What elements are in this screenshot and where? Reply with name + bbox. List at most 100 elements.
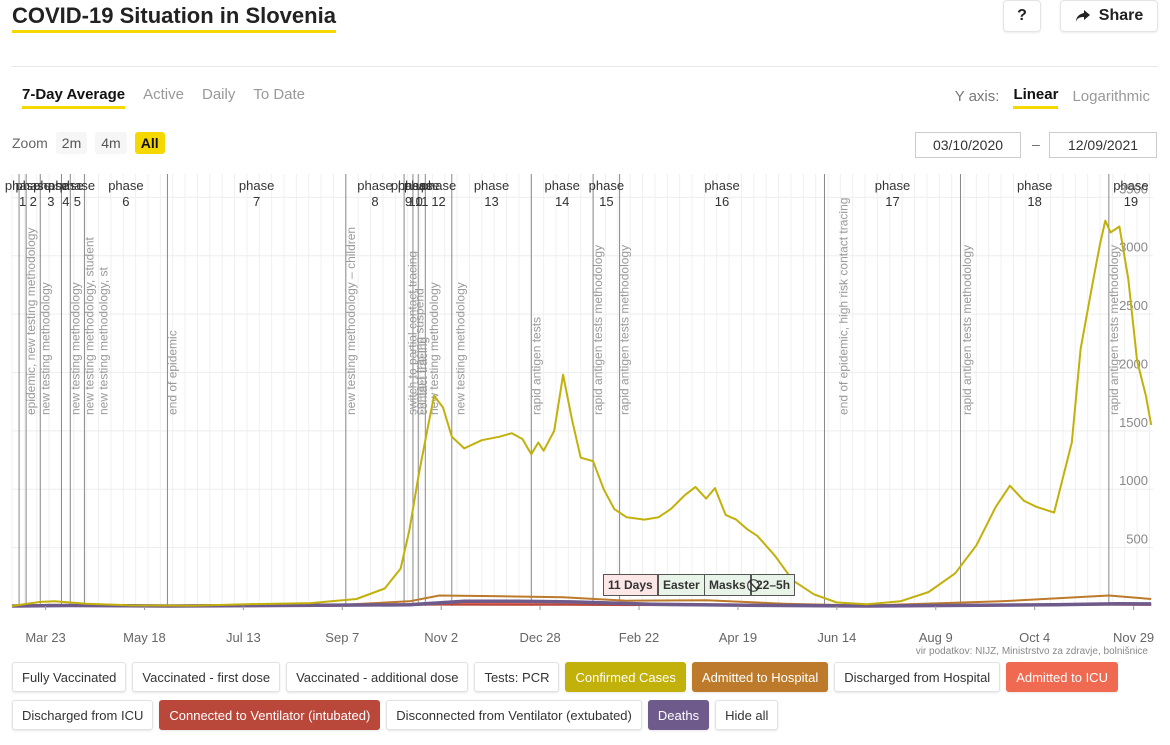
page-title: COVID-19 Situation in Slovenia [12, 2, 336, 33]
legend-vaccinated-first-dose[interactable]: Vaccinated - first dose [132, 662, 281, 692]
annotation-masks[interactable]: Masks [704, 574, 751, 596]
event-label: new testing methodology [68, 282, 82, 415]
event-label: end of epidemic [165, 330, 179, 415]
phase-number-label: 12 [431, 194, 445, 209]
tab-daily[interactable]: Daily [201, 86, 236, 103]
series-legend: Fully Vaccinated Vaccinated - first dose… [12, 662, 1162, 730]
legend-disconnected-from-ventilator[interactable]: Disconnected from Ventilator (extubated) [386, 700, 642, 730]
x-tick-label: Oct 4 [1019, 630, 1050, 645]
legend-vaccinated-additional-dose[interactable]: Vaccinated - additional dose [286, 662, 469, 692]
legend-deaths[interactable]: Deaths [647, 700, 710, 730]
x-tick-label: Apr 19 [719, 630, 757, 645]
date-to-input[interactable]: 12/09/2021 [1049, 132, 1157, 158]
annotation-curfew[interactable]: ⃠22–5h [751, 574, 796, 596]
phase-word-label: phase [357, 178, 392, 193]
phase-number-label: 17 [885, 194, 899, 209]
y-axis-linear[interactable]: Linear [1013, 84, 1059, 109]
y-tick-label: 2000 [1119, 356, 1148, 371]
phase-word-label: phase [239, 178, 274, 193]
zoom-2m-button[interactable]: 2m [55, 132, 88, 154]
phase-number-label: 11 [415, 194, 429, 209]
tab-7-day-average[interactable]: 7-Day Average [22, 84, 126, 109]
legend-admitted-to-hospital[interactable]: Admitted to Hospital [691, 662, 829, 692]
y-axis-scale-selector: Y axis: Linear Logarithmic [955, 84, 1150, 109]
phase-number-label: 2 [30, 194, 37, 209]
help-button[interactable]: ? [1003, 0, 1041, 32]
phase-word-label: phase [398, 178, 433, 193]
legend-fully-vaccinated[interactable]: Fully Vaccinated [12, 662, 127, 692]
series-line [11, 219, 1153, 607]
zoom-4m-button[interactable]: 4m [95, 132, 127, 154]
x-tick-label: Nov 2 [424, 630, 458, 645]
event-label: switch to partial contact tracing [406, 251, 420, 415]
covid-chart: 500 1000 1500 2000 2500 3000 3500 epidemic, new… [5, 174, 1154, 645]
legend-discharged-from-hospital[interactable]: Discharged from Hospital [834, 662, 1001, 692]
x-tick-label: May 18 [123, 630, 166, 645]
phase-word-label: phase [704, 178, 739, 193]
zoom-all-button[interactable]: All [134, 132, 165, 154]
phase-number-label: 14 [555, 194, 569, 209]
event-label: new testing methodology, st [97, 266, 111, 415]
phase-number-label: 4 [62, 194, 69, 209]
share-label: Share [1098, 7, 1144, 24]
event-label: new testing methodology [427, 282, 441, 415]
date-from-input[interactable]: 03/10/2020 [915, 132, 1021, 158]
share-icon [1075, 10, 1090, 22]
phase-number-label: 18 [1027, 194, 1041, 209]
annotation-easter[interactable]: Easter [658, 574, 705, 596]
view-tabs: 7-Day Average Active Daily To Date [22, 84, 305, 109]
event-label: rapid antigen tests methodology [960, 245, 974, 415]
y-tick-label: 1000 [1119, 473, 1148, 488]
phase-number-label: 13 [484, 194, 498, 209]
legend-hide-all[interactable]: Hide all [715, 700, 779, 730]
phase-word-label: phase [1017, 178, 1052, 193]
event-label: epidemic, new testing methodology [24, 228, 38, 415]
phase-number-label: 9 [405, 194, 412, 209]
y-tick-label: 1500 [1119, 415, 1148, 430]
phase-word-label: phase [391, 178, 426, 193]
phase-number-label: 8 [371, 194, 378, 209]
legend-confirmed-cases[interactable]: Confirmed Cases [565, 662, 686, 692]
tab-to-date[interactable]: To Date [253, 86, 306, 103]
phase-word-label: phase [421, 178, 456, 193]
phase-number-label: 6 [122, 194, 129, 209]
y-tick-label: 3500 [1119, 181, 1148, 196]
phase-word-label: phase [48, 178, 83, 193]
y-axis-logarithmic[interactable]: Logarithmic [1072, 87, 1150, 105]
phase-number-label: 5 [74, 194, 81, 209]
legend-admitted-to-icu[interactable]: Admitted to ICU [1006, 662, 1118, 692]
phase-word-label: phase [589, 178, 624, 193]
phase-word-label: phase [15, 178, 50, 193]
data-source-credit: vir podatkov: NIJZ, Ministrstvo za zdrav… [915, 646, 1148, 657]
event-label: contact tracing suspend [413, 288, 427, 415]
tab-active[interactable]: Active [143, 86, 184, 103]
event-label: new testing methodology – children [344, 227, 358, 415]
legend-tests-pcr[interactable]: Tests: PCR [474, 662, 560, 692]
x-tick-label: Aug 9 [919, 630, 953, 645]
event-label: rapid antigen tests methodology [618, 245, 632, 415]
legend-discharged-from-icu[interactable]: Discharged from ICU [12, 700, 154, 730]
phase-number-label: 19 [1124, 194, 1138, 209]
event-label: new testing methodology [453, 282, 467, 415]
x-tick-label: Jun 14 [817, 630, 856, 645]
phase-word-label: phase [1113, 178, 1148, 193]
event-label: rapid antigen tests [529, 317, 543, 415]
legend-connected-to-ventilator[interactable]: Connected to Ventilator (intubated) [159, 700, 381, 730]
phase-word-label: phase [60, 178, 95, 193]
y-tick-label: 500 [1126, 532, 1148, 547]
phase-word-label: phase [33, 178, 68, 193]
annotation-11-days[interactable]: 11 Days [603, 574, 658, 596]
event-label: new testing methodology, student [82, 236, 96, 415]
annotation-easter-label: Easter [663, 578, 700, 592]
zoom-label: Zoom [12, 135, 48, 151]
phase-word-label: phase [544, 178, 579, 193]
phase-word-label: phase [5, 178, 40, 193]
annotation-11-days-label: 11 Days [608, 578, 653, 592]
y-axis-label: Y axis: [954, 88, 1000, 105]
phase-number-label: 3 [47, 194, 54, 209]
help-label: ? [1017, 7, 1027, 24]
date-range-separator: – [1032, 136, 1040, 152]
phase-word-label: phase [474, 178, 509, 193]
annotation-curfew-label: ⃠22–5h [756, 577, 791, 592]
share-button[interactable]: Share [1060, 0, 1158, 32]
